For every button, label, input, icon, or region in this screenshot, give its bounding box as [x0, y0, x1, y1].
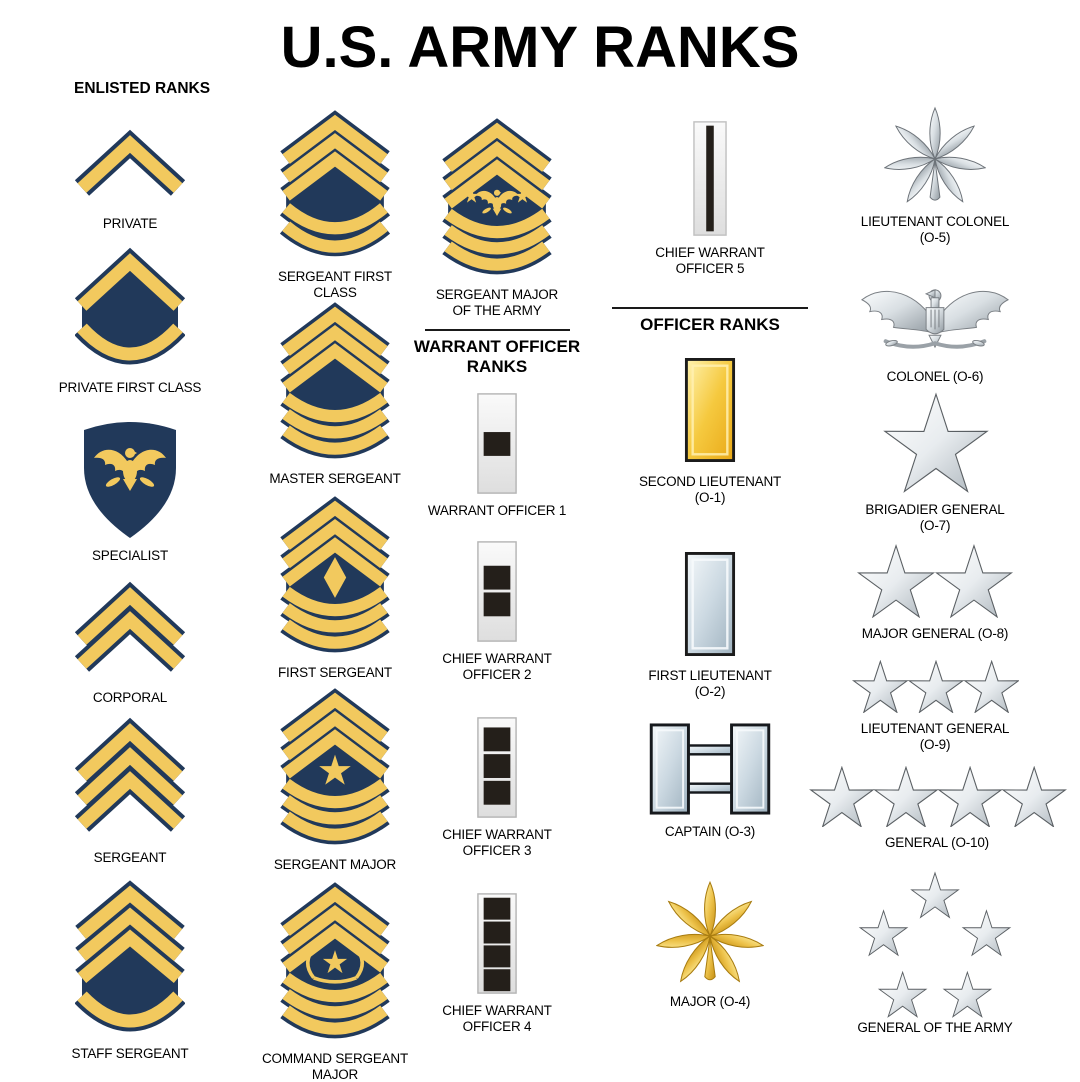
sergeant-chevron-icon — [75, 717, 185, 832]
colonel-eagle-icon — [860, 289, 1010, 349]
officer-section-divider — [612, 307, 808, 309]
rank-cell-second-lieutenant: SECOND LIEUTENANT (O-1) — [625, 354, 795, 505]
rank-label: SERGEANT — [93, 850, 167, 865]
private-chevron-icon — [75, 129, 185, 196]
chief-warrant-officer-3-bar-icon — [477, 717, 517, 818]
rank-cell-first-sergeant: FIRST SERGEANT — [255, 496, 415, 681]
warrant-officer-1-bar-icon — [477, 393, 517, 494]
rank-label: WARRANT OFFICER 1 — [427, 503, 567, 518]
rank-cell-warrant-officer-1: WARRANT OFFICER 1 — [417, 392, 577, 519]
rank-label: FIRST LIEUTENANT (O-2) — [648, 668, 772, 699]
rank-cell-sergeant-major-of-the-army: SERGEANT MAJOR OF THE ARMY — [417, 118, 577, 318]
command-sergeant-major-chevron-icon — [280, 882, 390, 1039]
enlisted-ranks-header: ENLISTED RANKS — [74, 80, 211, 97]
rank-cell-master-sergeant: MASTER SERGEANT — [255, 302, 415, 487]
rank-label: MAJOR (O-4) — [669, 994, 751, 1009]
rank-label: CHIEF WARRANT OFFICER 5 — [655, 245, 765, 276]
sergeant-major-of-the-army-chevron-icon — [442, 118, 552, 275]
rank-cell-major-general: MAJOR GENERAL (O-8) — [830, 544, 1040, 642]
first-lieutenant-silver-bar-icon — [684, 552, 736, 656]
rank-cell-chief-warrant-officer-2: CHIEF WARRANT OFFICER 2 — [417, 540, 577, 682]
rank-label: BRIGADIER GENERAL (O-7) — [865, 502, 1005, 533]
page-title: U.S. ARMY RANKS — [280, 15, 800, 80]
second-lieutenant-gold-bar-icon — [684, 358, 736, 462]
lieutenant-colonel-silver-oak-leaf-icon — [884, 102, 986, 206]
rank-label: SPECIALIST — [91, 548, 169, 563]
lieutenant-general-three-stars-icon — [853, 660, 1019, 713]
rank-cell-private: PRIVATE — [45, 122, 215, 232]
rank-label: CHIEF WARRANT OFFICER 2 — [442, 651, 552, 682]
rank-label: CHIEF WARRANT OFFICER 4 — [442, 1003, 552, 1034]
rank-label: GENERAL OF THE ARMY — [857, 1020, 1013, 1035]
rank-label: LIEUTENANT COLONEL (O-5) — [860, 214, 1010, 245]
rank-cell-lieutenant-general: LIEUTENANT GENERAL (O-9) — [830, 660, 1040, 752]
rank-cell-colonel: COLONEL (O-6) — [830, 278, 1040, 385]
rank-label: COMMAND SERGEANT MAJOR — [261, 1051, 409, 1082]
rank-cell-sergeant-major: SERGEANT MAJOR — [255, 688, 415, 873]
brigadier-general-one-star-icon — [884, 393, 988, 493]
rank-label: CAPTAIN (O-3) — [664, 824, 756, 839]
rank-label: CHIEF WARRANT OFFICER 3 — [442, 827, 552, 858]
rank-cell-captain: CAPTAIN (O-3) — [625, 722, 795, 840]
rank-label: SECOND LIEUTENANT (O-1) — [638, 474, 782, 505]
rank-cell-major: MAJOR (O-4) — [625, 876, 795, 1010]
chief-warrant-officer-2-bar-icon — [477, 541, 517, 642]
private-first-class-chevron-icon — [75, 247, 185, 365]
rank-cell-chief-warrant-officer-5: CHIEF WARRANT OFFICER 5 — [625, 120, 795, 276]
chief-warrant-officer-5-bar-icon — [693, 121, 727, 236]
rank-cell-first-lieutenant: FIRST LIEUTENANT (O-2) — [625, 548, 795, 699]
sergeant-first-class-chevron-icon — [279, 110, 391, 257]
rank-label: SERGEANT MAJOR OF THE ARMY — [435, 287, 559, 318]
rank-label: COLONEL (O-6) — [886, 369, 984, 384]
rank-label: MASTER SERGEANT — [269, 471, 401, 486]
rank-label: PRIVATE — [102, 216, 158, 231]
rank-cell-chief-warrant-officer-4: CHIEF WARRANT OFFICER 4 — [417, 892, 577, 1034]
officer-ranks-header: OFFICER RANKS — [640, 315, 780, 334]
rank-label: MAJOR GENERAL (O-8) — [861, 626, 1009, 641]
first-sergeant-chevron-icon — [280, 496, 390, 653]
general-four-stars-icon — [810, 766, 1066, 827]
rank-cell-corporal: CORPORAL — [45, 576, 215, 706]
master-sergeant-chevron-icon — [280, 302, 390, 459]
rank-label: LIEUTENANT GENERAL (O-9) — [860, 721, 1010, 752]
major-general-two-stars-icon — [858, 545, 1012, 618]
rank-label: SERGEANT FIRST CLASS — [278, 269, 392, 300]
rank-cell-lieutenant-colonel: LIEUTENANT COLONEL (O-5) — [830, 102, 1040, 245]
warrant-ranks-header: WARRANT OFFICER RANKS — [413, 337, 581, 376]
rank-cell-command-sergeant-major: COMMAND SERGEANT MAJOR — [255, 882, 415, 1082]
rank-cell-private-first-class: PRIVATE FIRST CLASS — [45, 246, 215, 396]
captain-double-bars-icon — [649, 723, 771, 815]
rank-cell-chief-warrant-officer-3: CHIEF WARRANT OFFICER 3 — [417, 716, 577, 858]
rank-cell-general-of-the-army: GENERAL OF THE ARMY — [830, 870, 1040, 1036]
rank-cell-general: GENERAL (O-10) — [802, 766, 1072, 851]
rank-label: STAFF SERGEANT — [71, 1046, 189, 1061]
corporal-chevron-icon — [75, 581, 185, 672]
rank-label: GENERAL (O-10) — [885, 835, 989, 850]
rank-cell-staff-sergeant: STAFF SERGEANT — [45, 878, 215, 1062]
sergeant-major-chevron-icon — [280, 688, 390, 845]
chief-warrant-officer-4-bar-icon — [477, 893, 517, 994]
rank-label: FIRST SERGEANT — [278, 665, 392, 680]
rank-label: PRIVATE FIRST CLASS — [58, 380, 202, 395]
specialist-eagle-icon — [84, 422, 176, 538]
rank-cell-sergeant-first-class: SERGEANT FIRST CLASS — [255, 108, 415, 300]
rank-cell-specialist: SPECIALIST — [45, 406, 215, 564]
staff-sergeant-chevron-icon — [75, 880, 185, 1032]
general-of-the-army-five-stars-icon — [859, 872, 1011, 1018]
major-gold-oak-leaf-icon — [656, 876, 764, 986]
rank-label: CORPORAL — [92, 690, 168, 705]
warrant-section-divider — [425, 329, 570, 331]
rank-label: SERGEANT MAJOR — [273, 857, 397, 872]
rank-cell-brigadier-general: BRIGADIER GENERAL (O-7) — [830, 392, 1040, 533]
rank-cell-sergeant: SERGEANT — [45, 716, 215, 866]
